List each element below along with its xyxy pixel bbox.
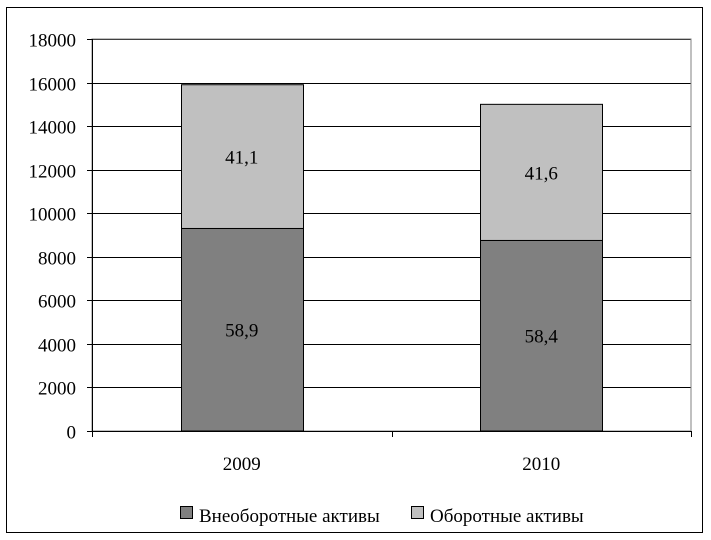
- bars: 58,9 41,1 58,4 41,6: [181, 84, 603, 432]
- x-tick-label: 2010: [522, 454, 560, 475]
- legend-label: Внеоборотные активы: [199, 506, 380, 527]
- data-label: 58,9: [225, 321, 258, 342]
- bar-segment: [181, 84, 304, 229]
- data-label: 58,4: [525, 327, 559, 348]
- legend-swatch: [411, 506, 424, 519]
- y-tick-label: 10000: [29, 205, 77, 226]
- y-tick-label: 12000: [29, 162, 77, 183]
- y-tick-label: 6000: [38, 292, 76, 313]
- bar-segment: [480, 103, 603, 241]
- x-axis: 2009 2010: [92, 431, 692, 475]
- bar-segment: [181, 227, 304, 432]
- y-tick-label: 4000: [38, 336, 76, 357]
- y-tick-label: 8000: [38, 249, 76, 270]
- y-axis: 0 2000 4000 6000 8000 10000 12000 14000 16000 180…: [29, 31, 93, 444]
- data-label: 41,1: [225, 148, 258, 169]
- legend-label: Оборотные активы: [430, 506, 584, 527]
- y-tick-label: 0: [67, 423, 77, 444]
- legend: Внеоборотные активы Оборотные активы: [180, 506, 584, 527]
- legend-swatch: [180, 506, 193, 519]
- data-label: 41,6: [525, 163, 558, 184]
- x-tick-label: 2009: [223, 454, 261, 475]
- y-tick-label: 14000: [29, 118, 77, 139]
- y-tick-label: 2000: [38, 379, 76, 400]
- y-tick-label: 18000: [29, 31, 77, 52]
- y-tick-label: 16000: [29, 75, 77, 96]
